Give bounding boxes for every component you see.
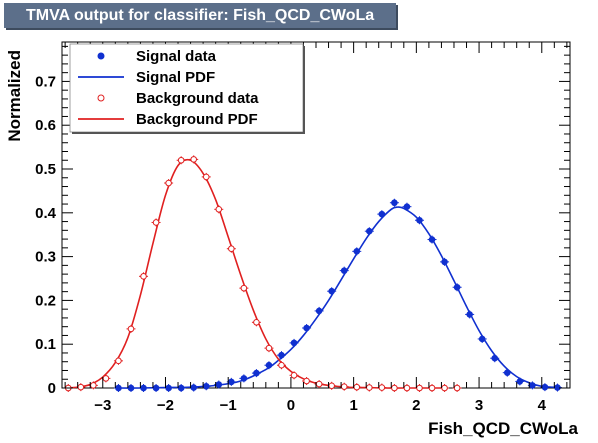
legend-label: Signal PDF — [136, 69, 215, 86]
signal-pdf-curve — [115, 206, 561, 389]
legend-label: Signal data — [136, 48, 217, 65]
y-tick-label: 0 — [48, 380, 56, 397]
background-data-point — [189, 155, 199, 164]
x-tick-label: −1 — [220, 397, 237, 414]
background-data-point — [239, 284, 249, 293]
x-tick-label: 2 — [412, 397, 420, 414]
signal-data-point — [339, 266, 349, 275]
signal-data-point — [414, 216, 424, 225]
signal-data-point — [515, 377, 525, 386]
legend-box — [69, 43, 304, 133]
background-data-point — [113, 356, 123, 365]
background-pdf-curve — [65, 158, 442, 389]
x-tick-label: 0 — [287, 397, 295, 414]
y-tick-label: 0.5 — [35, 161, 56, 178]
legend-marker-swatch — [97, 52, 105, 60]
signal-data-point — [490, 354, 500, 363]
signal-data-point — [327, 287, 337, 296]
curves — [65, 158, 561, 389]
x-axis-label: Fish_QCD_CWoLa — [428, 419, 578, 438]
signal-data-point — [377, 210, 387, 219]
x-tick-label: 3 — [475, 397, 483, 414]
legend: Signal data Signal PDF Background data Back… — [69, 43, 305, 134]
background-data-point — [452, 384, 462, 392]
background-data-point — [126, 324, 136, 333]
y-tick-label: 0.4 — [35, 205, 57, 222]
background-data-point — [176, 156, 186, 165]
signal-data-point — [302, 323, 312, 332]
signal-data-point — [452, 283, 462, 292]
signal-data-point — [364, 227, 374, 236]
y-tick-label: 0.3 — [35, 249, 56, 266]
signal-data-point — [352, 247, 362, 256]
x-tick-label: −3 — [94, 397, 111, 414]
chart-title: TMVA output for classifier: Fish_QCD_CWo… — [4, 3, 396, 28]
signal-data-point — [239, 374, 249, 383]
background-data-point — [151, 218, 161, 227]
y-tick-label: 0.7 — [35, 73, 56, 90]
background-data-point — [164, 179, 174, 188]
signal-data-point — [289, 338, 299, 347]
y-tick-label: 0.6 — [35, 117, 56, 134]
background-data-point — [226, 244, 236, 253]
legend-marker-swatch — [97, 94, 105, 102]
signal-data-point — [389, 198, 399, 207]
background-data-point — [414, 384, 424, 392]
legend-shadow — [303, 46, 305, 134]
signal-data-point — [214, 380, 224, 389]
signal-data-point — [465, 310, 475, 319]
background-data-point — [251, 318, 261, 327]
signal-data-point — [402, 202, 412, 211]
signal-data-point — [477, 334, 487, 343]
legend-label: Background PDF — [136, 111, 258, 128]
signal-data-point — [427, 235, 437, 244]
signal-data-point — [251, 369, 261, 378]
legend-shadow — [72, 132, 305, 134]
chart-title-text: TMVA output for classifier: Fish_QCD_CWo… — [26, 6, 375, 24]
markers — [63, 155, 562, 392]
signal-data-point — [277, 351, 287, 360]
legend-entry-background-pdf: Background PDF — [78, 111, 258, 128]
background-data-point — [302, 376, 312, 385]
x-tick-label: 1 — [349, 397, 357, 414]
signal-data-point — [440, 257, 450, 266]
background-data-point — [139, 272, 149, 281]
x-tick-label: −2 — [157, 397, 174, 414]
y-axis-label: Normalized — [5, 50, 24, 142]
axis-ticks: −3 −2 −1 0 1 2 3 4 0 0.1 0.2 0.3 0.4 0.5 0.6 0.7 — [35, 42, 570, 414]
background-data-point — [201, 172, 211, 181]
signal-data-point — [314, 306, 324, 315]
background-data-point — [214, 205, 224, 214]
background-data-point — [289, 371, 299, 380]
background-data-point — [277, 361, 287, 370]
legend-entry-signal-data: Signal data — [97, 48, 217, 65]
legend-label: Background data — [136, 90, 259, 107]
legend-entry-background-data: Background data — [97, 90, 259, 107]
signal-data-point — [264, 361, 274, 370]
y-tick-label: 0.1 — [35, 336, 56, 353]
y-tick-label: 0.2 — [35, 292, 56, 309]
background-data-point — [264, 344, 274, 353]
background-data-point — [88, 381, 98, 390]
signal-data-point — [502, 368, 512, 377]
x-tick-label: 4 — [538, 397, 547, 414]
legend-entry-signal-pdf: Signal PDF — [78, 69, 215, 86]
